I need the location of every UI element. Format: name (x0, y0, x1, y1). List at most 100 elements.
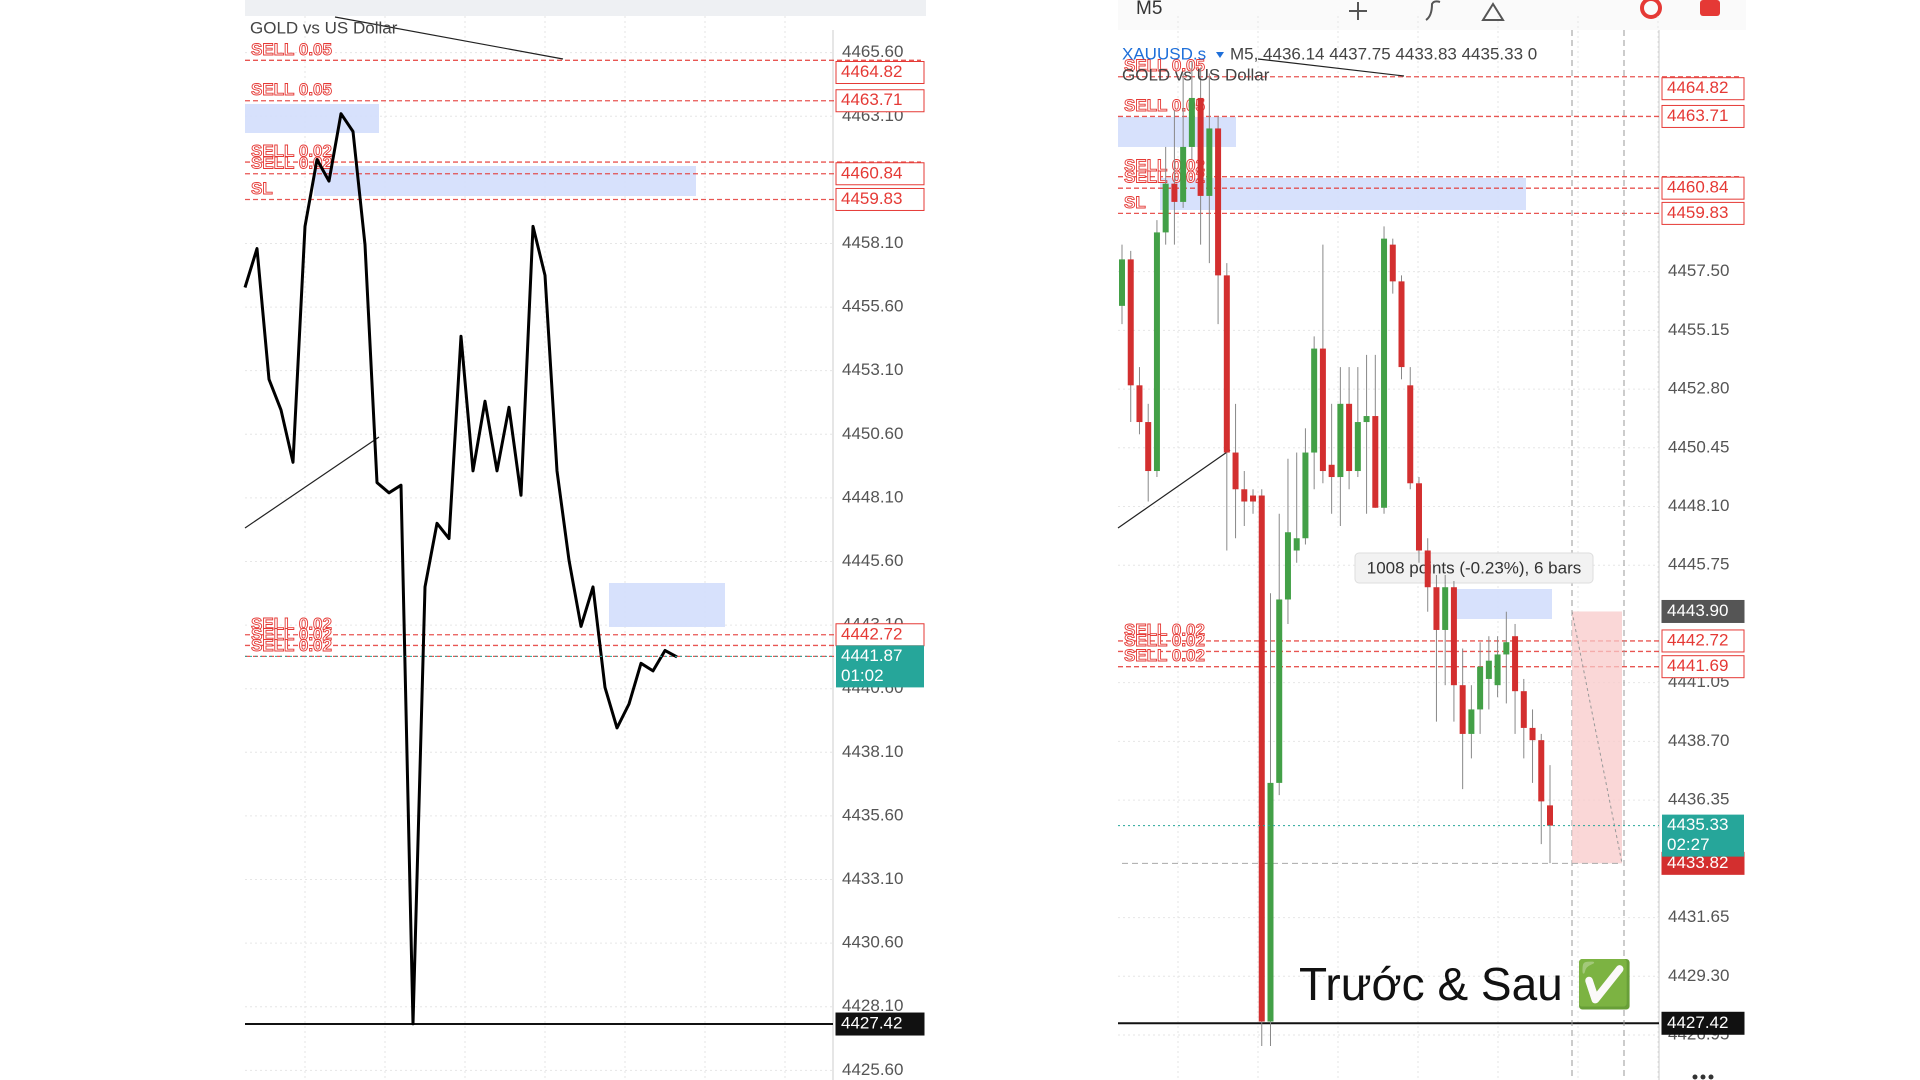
more-dots (1692, 1074, 1714, 1080)
tooltip-box (1354, 552, 1594, 584)
candle-body (1171, 183, 1178, 202)
y-tick-label: 4436.35 (1668, 790, 1729, 809)
candle-body (1293, 538, 1300, 551)
price-label: 4442.72 (841, 624, 902, 643)
price-label-box (835, 61, 925, 85)
price-label-box (1661, 176, 1745, 200)
candle-body (1241, 489, 1248, 502)
y-tick-label: 4450.45 (1668, 437, 1729, 456)
candle-body (1529, 727, 1536, 741)
low-price-label: 4427.42 (1667, 1013, 1728, 1032)
y-tick-label: 4435.60 (842, 805, 903, 824)
price-label-box (1661, 629, 1745, 653)
candle-body (1302, 452, 1309, 539)
countdown: 02:27 (1667, 835, 1710, 854)
price-label-box (1661, 77, 1745, 101)
order-label: SL (251, 179, 273, 198)
crosshair-icon (1349, 2, 1367, 20)
candle-body (1328, 464, 1335, 478)
candle-body (1136, 385, 1143, 423)
candle-body (1442, 587, 1449, 630)
zone (609, 583, 725, 627)
timeframe[interactable]: M5 (1136, 0, 1162, 19)
price-label-box (1661, 104, 1745, 128)
y-tick-label: 4438.10 (842, 742, 903, 761)
y-tick-label: 4425.60 (842, 1060, 903, 1079)
candle-body (1153, 232, 1160, 472)
candle-body (1477, 666, 1484, 710)
indicator-icon (1425, 0, 1441, 21)
current-price: 4441.87 (841, 646, 902, 665)
trend-line (244, 436, 380, 529)
toolbar-icons (1349, 0, 1720, 21)
account-icon (1640, 0, 1662, 19)
y-tick-label: 4428.10 (842, 996, 903, 1015)
symbol-caret (1216, 52, 1224, 58)
price-label: 4459.83 (841, 189, 902, 208)
order-label: SELL 0.05 (251, 40, 332, 59)
price-label: 4460.84 (841, 163, 902, 182)
candle-body (1215, 128, 1222, 276)
y-tick-label: 4431.65 (1668, 907, 1729, 926)
candle-body (1407, 385, 1414, 484)
zone (314, 166, 696, 196)
y-tick-label: 4448.10 (1668, 496, 1729, 515)
chart-title: GOLD vs US Dollar (250, 18, 398, 37)
chart-panel: 4426.954429.304431.654436.354438.704441.… (1117, 16, 1745, 1080)
draw-icon (1481, 2, 1505, 21)
candle-body (1119, 259, 1125, 306)
price-label-box (835, 187, 925, 211)
candle-body (1162, 183, 1169, 233)
candle-body (1520, 691, 1527, 728)
chart-panel: 4425.60 4428.10 4430.60 4433.10 4435.60 4438.… (243, 16, 925, 1080)
y-tick-label: 4453.10 (842, 360, 903, 379)
price-label: 4463.71 (1667, 106, 1728, 125)
candle-body (1398, 281, 1405, 368)
candle-body (1512, 636, 1519, 692)
price-label: 4464.82 (841, 62, 902, 81)
order-label: SELL 0.05 (1124, 56, 1205, 75)
candle-body (1232, 452, 1239, 490)
dot (1692, 1074, 1698, 1080)
price-label-box (835, 89, 925, 113)
price-label: 4464.82 (1667, 78, 1728, 97)
tooltip-text: 1008 points (-0.23%), 6 bars (1367, 558, 1582, 577)
candle-body (1538, 740, 1545, 802)
candle-body (1468, 709, 1475, 734)
candle-body (1346, 403, 1353, 472)
symbol[interactable]: XAUUSD.s (1122, 44, 1206, 63)
y-tick-label: 4429.30 (1668, 966, 1729, 985)
candle-body (1188, 97, 1195, 147)
y-tick-label: 4455.60 (842, 297, 903, 316)
y-tick-label: 4448.10 (842, 487, 903, 506)
candle-body (1381, 238, 1388, 508)
y-tick-label: 4455.15 (1668, 320, 1729, 339)
current-price-box (1662, 814, 1744, 857)
candle-body (1354, 422, 1361, 472)
trade-icon (1700, 0, 1720, 16)
candle-body (1223, 275, 1230, 453)
candle-body (1127, 259, 1134, 386)
order-label: SELL 0.02 (1124, 631, 1205, 650)
order-label: SELL 0.05 (251, 80, 332, 99)
dot (1708, 1074, 1714, 1080)
measure-from-label-box (1661, 599, 1745, 623)
candle-body (1250, 495, 1257, 502)
candle-body (1276, 599, 1283, 783)
candle-body (1180, 146, 1187, 202)
current-price-box (836, 645, 924, 688)
candle-body (1433, 587, 1440, 630)
order-label: SELL 0.02 (1124, 620, 1205, 639)
y-tick-label: 4438.70 (1668, 731, 1729, 750)
top-bar (245, 0, 926, 16)
low-price-label-box (835, 1012, 925, 1036)
zone (1456, 589, 1552, 619)
candle-body (1284, 532, 1291, 600)
price-line (243, 112, 678, 1026)
price-label: 4441.69 (1667, 656, 1728, 675)
measure-diagonal (1571, 611, 1623, 864)
price-label: 4442.72 (1667, 630, 1728, 649)
order-label: SELL 0.05 (1124, 96, 1205, 115)
low-price-label: 4427.42 (841, 1014, 902, 1033)
